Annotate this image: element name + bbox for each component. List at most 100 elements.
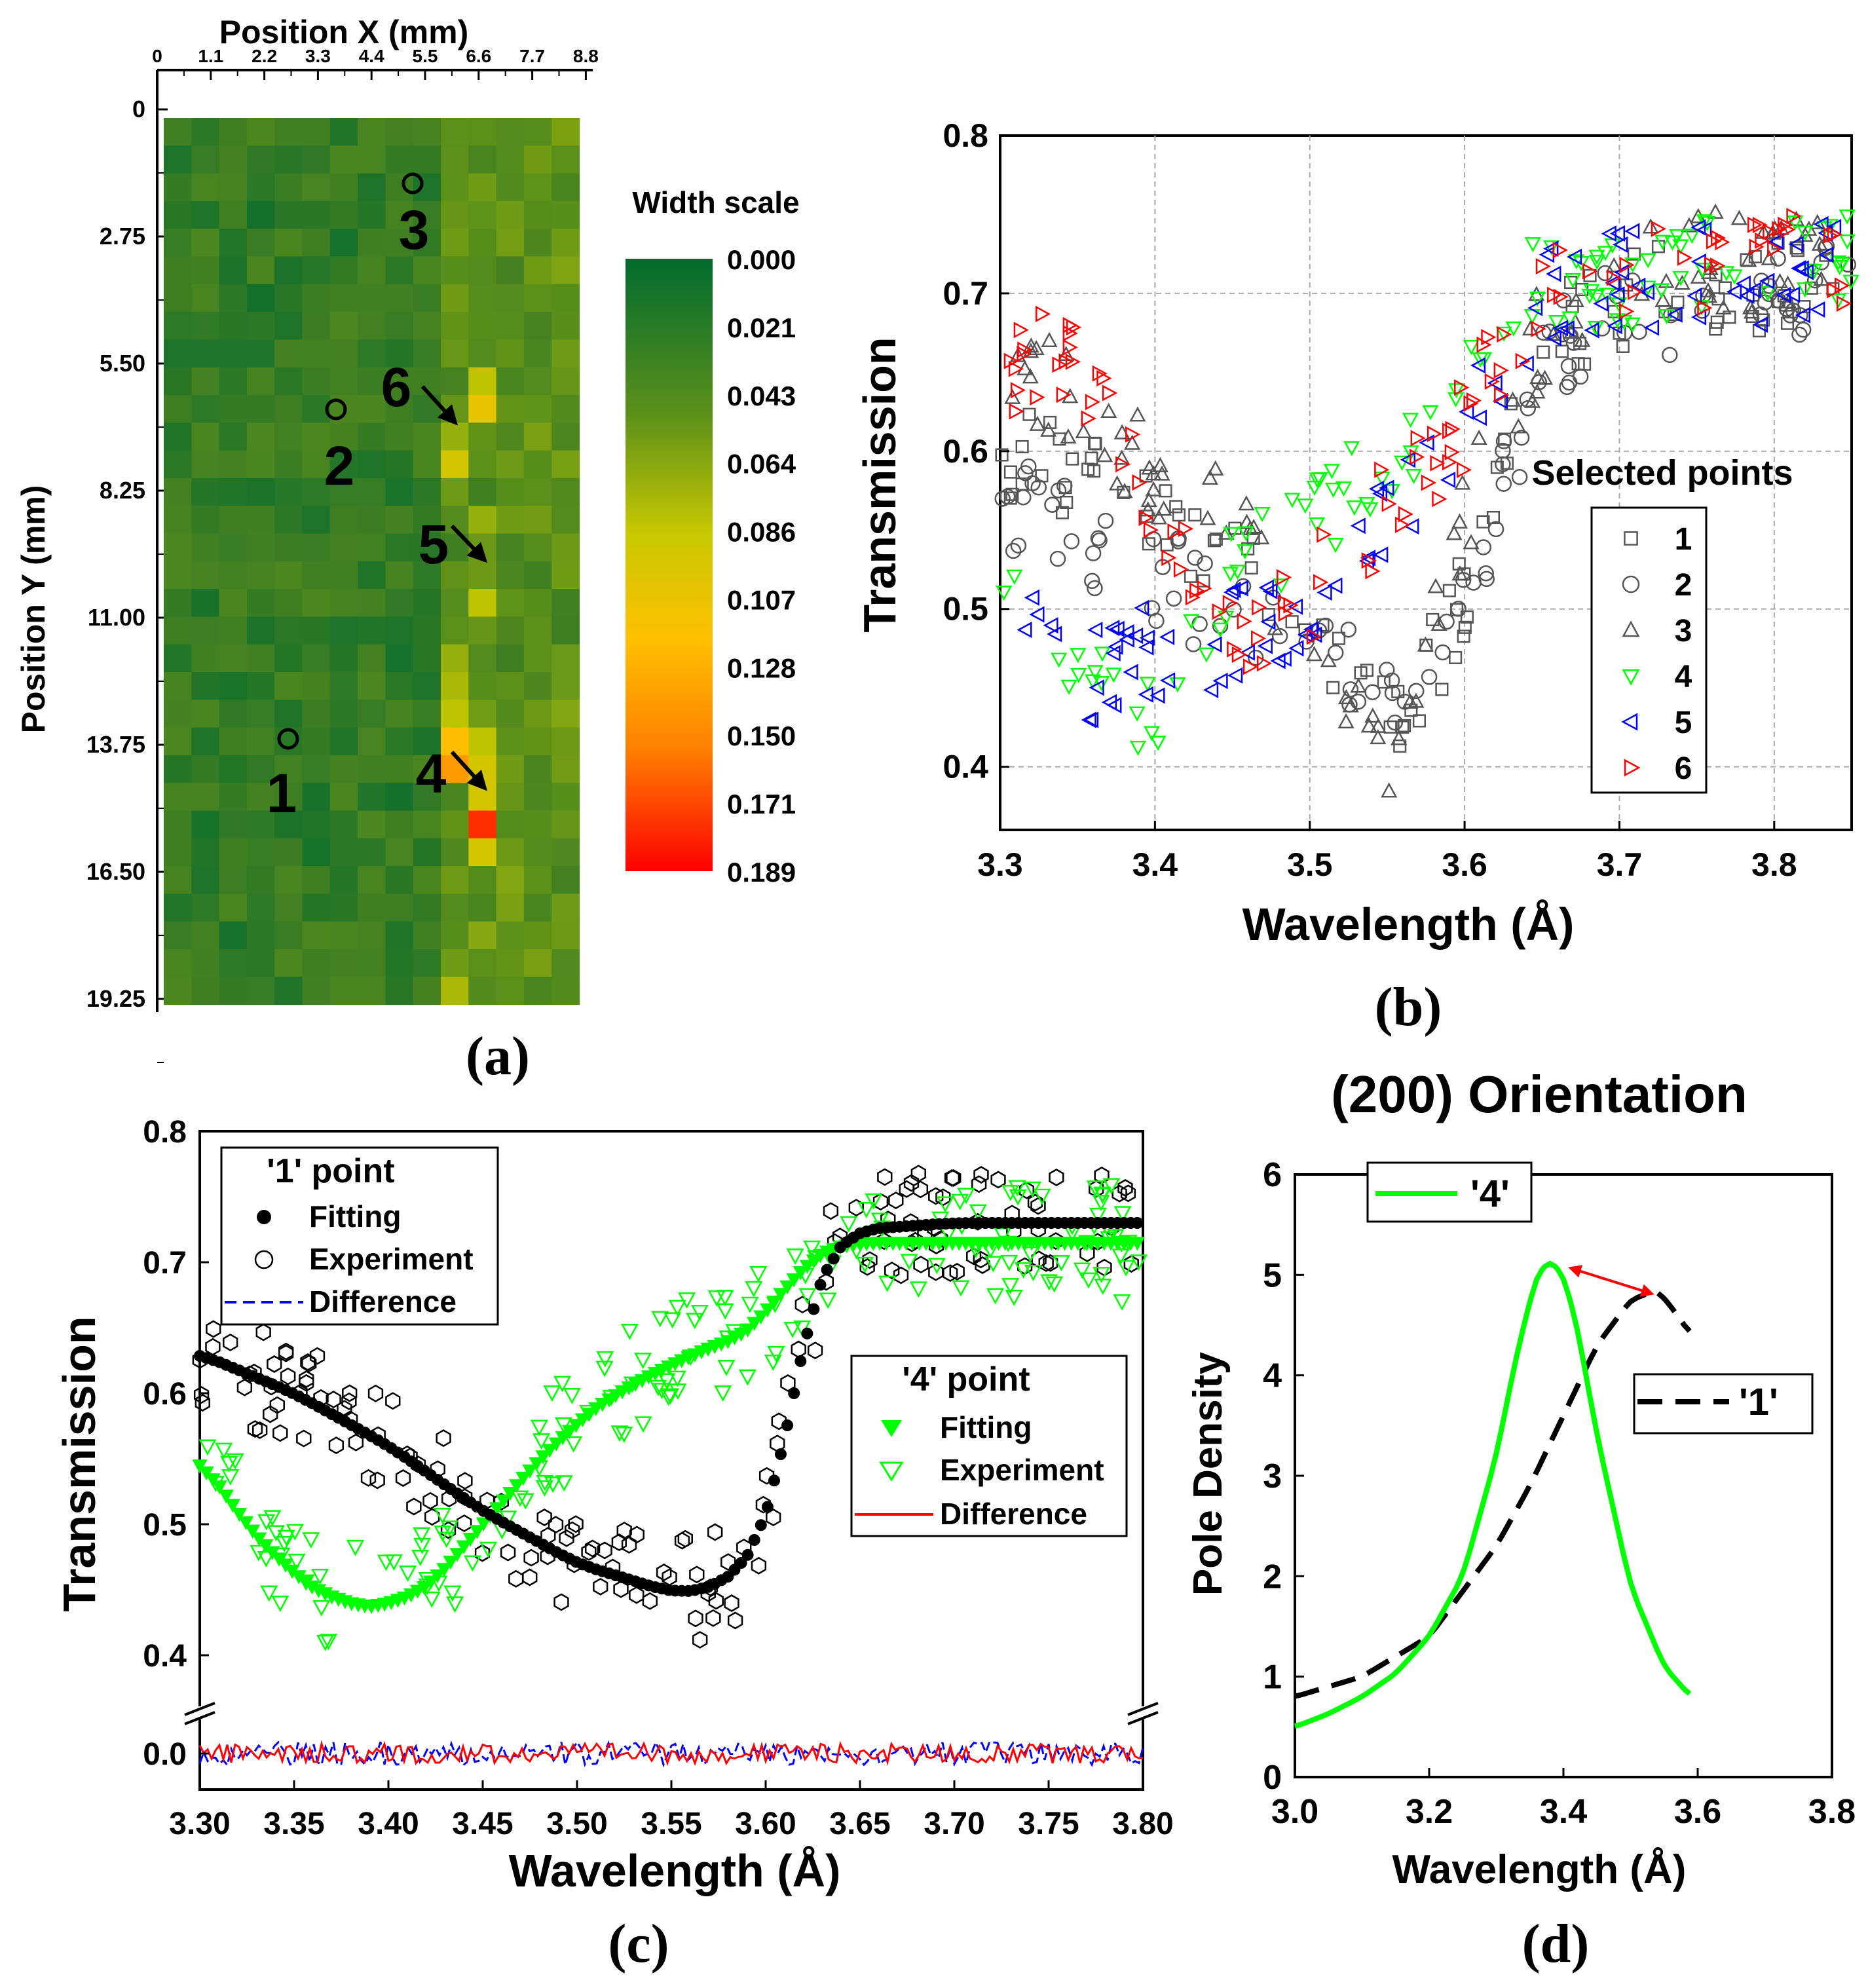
colorbar-tick-label: 0.064 [727,449,796,479]
series-3-point [1145,465,1162,481]
colorbar-tick-label: 0.107 [727,584,796,615]
exp-1-point [621,1535,637,1554]
heatmap-cell [385,450,414,479]
heatmap-cell [302,229,331,257]
exp-4-point [563,1387,581,1404]
fit-4-point [430,1569,445,1584]
exp-4-point [411,1550,430,1566]
heatmap-cell [413,810,441,839]
series-3-point [1408,692,1425,708]
heatmap-cell [385,200,414,229]
exp-4-point [1093,1188,1111,1205]
series-3-point [1305,646,1323,662]
heatmap-cell [246,367,275,396]
fit-1-point [761,1501,774,1513]
series-3-point [1451,513,1468,529]
heatmap-cell [468,589,497,617]
heatmap-cell [413,700,441,728]
heatmap-cell [496,478,525,506]
heatmap-cell [551,367,580,396]
heatmap-cell [219,367,248,396]
series-4-point [1654,234,1672,250]
exp-1-point [522,1568,538,1586]
series-4-point [1463,340,1480,356]
series-6-point [1138,509,1154,527]
series-5-point [1258,579,1274,596]
heatmap-cell [219,478,248,506]
heatmap-cell [219,561,248,590]
exp-1-point [360,1469,377,1487]
heatmap-cell [302,727,331,756]
series-5-point [1139,629,1155,647]
fit-1-point [801,1327,813,1340]
series-3-point [1391,730,1408,745]
heatmap-cell [246,921,275,950]
heatmap-cell [164,866,192,894]
legend-1-fitting-label: Fitting [309,1199,402,1233]
panel-d-y-ticks: 0 1 2 3 4 5 6 [1263,1156,1304,1797]
panel-c-ylabel: Transmission [54,1316,105,1611]
exp-4-point [1129,1254,1148,1271]
series-4-point [1658,309,1675,325]
exp-1-point [263,1405,278,1423]
exp-1-point [367,1384,384,1402]
heatmap-cell [523,312,552,340]
series-5-point [1233,580,1248,597]
heatmap-cell [246,506,275,535]
heatmap-cell [413,561,441,590]
series-4-point [1309,472,1326,488]
series-1-point [1490,460,1504,474]
exp-1-point [1018,1181,1035,1199]
heatmap-cell [358,644,386,673]
heatmap-cell [358,533,386,562]
exp-1-point [973,1250,988,1269]
exp-4-point [271,1596,290,1612]
series-5-point [1624,223,1640,240]
heatmap-cell [358,672,386,700]
series-5-point [1212,672,1228,690]
series-6-point [1227,641,1242,658]
fit-4-point [739,1323,756,1338]
exp-4-point [1005,1290,1023,1306]
heatmap-cell [385,173,414,202]
heatmap-cell [219,533,248,562]
series-1-point [1718,281,1732,295]
series-3-point [1100,402,1117,418]
series-6-point [1677,249,1693,266]
heatmap-cell [468,921,497,950]
heatmap-cell [413,256,441,285]
fit-4-point [231,1507,248,1522]
exp-4-point [819,1292,837,1309]
fit-4-point [244,1524,261,1539]
series-3-point [1427,578,1444,593]
heatmap-cell [358,284,386,312]
series-2-point [1770,250,1786,267]
exp-4-point [663,1312,682,1329]
heatmap-cell [523,977,552,1005]
series-6-point [1132,474,1148,491]
exp-4-point [1045,1276,1064,1293]
exp-4-point [535,1480,554,1497]
series-5-point [1735,275,1751,292]
panel-b-scatter: 3.3 3.4 3.5 3.6 3.7 3.8 0.4 0.5 0.6 0.7 0.8 Wavel… [854,117,1859,1038]
series-3-point [1370,717,1387,733]
series-1-point [1285,615,1299,629]
exp-1-point [708,1592,724,1610]
heatmap-cell [191,145,220,174]
heatmap-cell [496,395,525,423]
series-2-point [1165,590,1182,607]
heatmap-cell [302,118,331,146]
panel-d-ylabel: Pole Density [1186,1351,1231,1596]
exp-1-point [975,1256,990,1274]
exp-1-point [771,1412,787,1431]
fit-1-point [748,1534,760,1546]
heatmap-cell [358,312,386,340]
exp-1-point [206,1320,221,1338]
heatmap-cell [246,229,275,257]
series-4-point [1505,321,1522,337]
colorbar [626,259,713,871]
y-tick-label: 3 [1263,1457,1282,1495]
exp-4-point [446,1596,464,1613]
heatmap-cell [274,312,303,340]
series-4-point [1831,260,1848,276]
